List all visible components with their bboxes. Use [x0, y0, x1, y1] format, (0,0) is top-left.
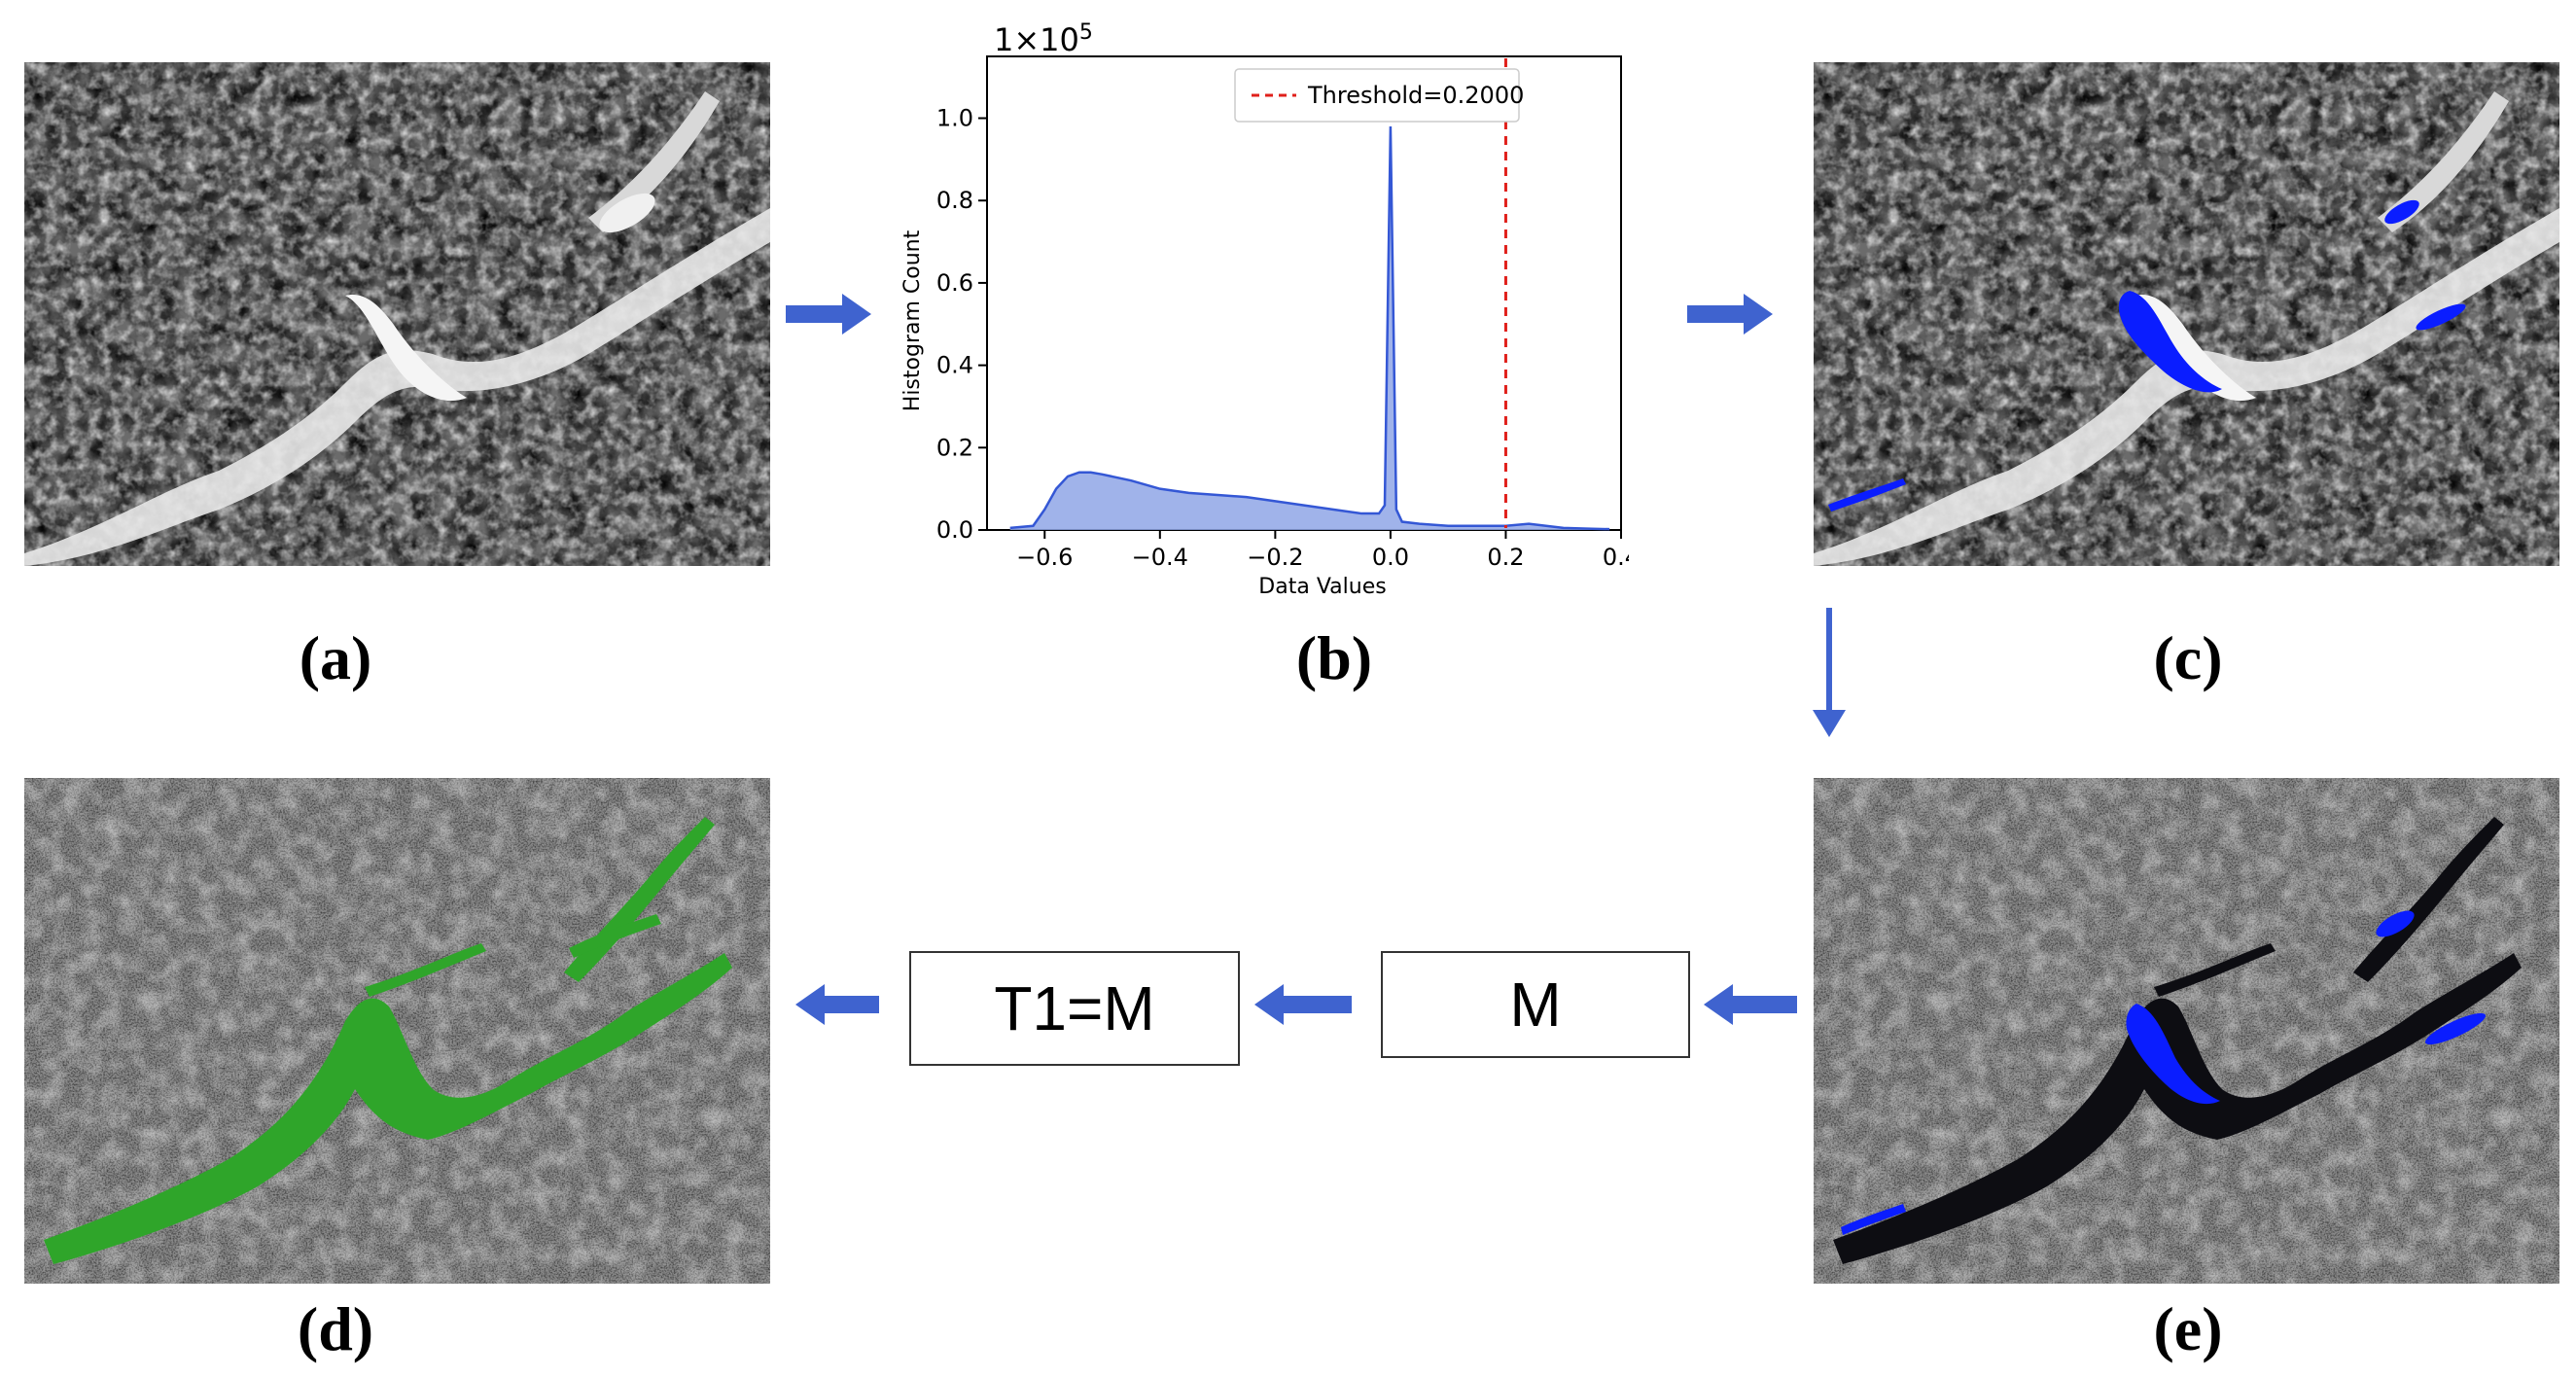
histogram-line: [1009, 125, 1610, 531]
x-axis-label: Data Values: [1258, 575, 1386, 599]
y-tick-label: 0.0: [936, 516, 973, 544]
x-tick-label: −0.2: [1247, 544, 1303, 571]
blue-mask: [1828, 199, 2466, 512]
y-axis-label: Histogram Count: [900, 230, 925, 411]
panel-e-image: [1814, 778, 2559, 1284]
y-tick-label: 1.0: [936, 105, 973, 132]
caption-a: (a): [299, 623, 372, 692]
caption-c: (c): [2153, 623, 2223, 692]
legend: Threshold=0.2000: [1234, 68, 1524, 123]
legend-threshold-label: Threshold=0.2000: [1307, 82, 1524, 109]
histogram-area: [1009, 125, 1610, 530]
caption-d: (d): [297, 1294, 374, 1363]
y-tick-label: 0.8: [936, 187, 973, 214]
panel-c-image: [1814, 62, 2559, 566]
y-tick-label: 0.6: [936, 269, 973, 297]
arrow-left-icon: [1254, 982, 1352, 1032]
m-box: M: [1381, 951, 1690, 1058]
x-tick-label: −0.4: [1132, 544, 1188, 571]
green-mask: [44, 817, 732, 1264]
black-water-mask: [1833, 817, 2522, 1264]
blue-mask: [1841, 910, 2486, 1235]
y-tick-label: 0.4: [936, 352, 973, 379]
arrow-left-icon: [795, 982, 879, 1032]
legend-box: [1234, 68, 1520, 123]
panel-d-image: [24, 778, 770, 1284]
arrow-left-icon: [1704, 982, 1797, 1032]
y-scale-multiplier: 1×105: [994, 20, 1093, 58]
x-tick-label: 0.0: [1372, 544, 1409, 571]
t1-equals-m-box: T1=M: [909, 951, 1240, 1066]
plot-frame: [986, 55, 1622, 531]
x-tick-label: 0.4: [1603, 544, 1629, 571]
histogram-chart: −0.6−0.4−0.20.00.20.40.00.20.40.60.81.0 …: [900, 20, 1629, 599]
caption-b: (b): [1295, 623, 1373, 692]
arrow-right-icon: [786, 292, 873, 341]
arrow-down-icon: [1807, 608, 1852, 744]
arrow-right-icon: [1687, 292, 1775, 341]
x-tick-label: 0.2: [1487, 544, 1524, 571]
panel-a-image: [24, 62, 770, 566]
x-tick-label: −0.6: [1016, 544, 1073, 571]
y-tick-label: 0.2: [936, 434, 973, 461]
caption-e: (e): [2153, 1294, 2223, 1363]
